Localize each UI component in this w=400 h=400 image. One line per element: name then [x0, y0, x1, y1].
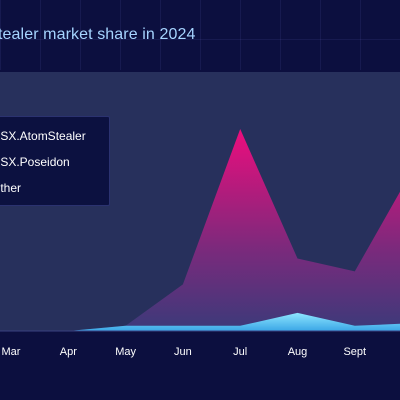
x-tick-label: Jul: [233, 346, 247, 358]
x-tick-label: Apr: [60, 346, 77, 358]
legend-item-atomstealer[interactable]: OSX.AtomStealer: [0, 129, 86, 143]
background-grid: [0, 0, 400, 70]
x-tick-label: Aug: [288, 346, 308, 358]
x-tick-label: Mar: [2, 346, 21, 358]
legend: OSX.AtomStealer OSX.Poseidon Other: [0, 116, 110, 206]
legend-item-other[interactable]: Other: [0, 181, 21, 195]
x-tick-label: Jun: [174, 346, 192, 358]
series-area-osx-atomstealer: [0, 129, 400, 331]
legend-label-poseidon: OSX.Poseidon: [0, 155, 70, 169]
x-tick-label: Sept: [343, 346, 366, 358]
chart-title: tealer market share in 2024: [0, 26, 196, 43]
series-area-osx-poseidon: [0, 312, 400, 331]
legend-label-other: Other: [0, 181, 22, 195]
legend-item-poseidon[interactable]: OSX.Poseidon: [0, 155, 70, 169]
x-tick-label: May: [115, 346, 136, 358]
legend-label-atomstealer: OSX.AtomStealer: [0, 129, 86, 143]
